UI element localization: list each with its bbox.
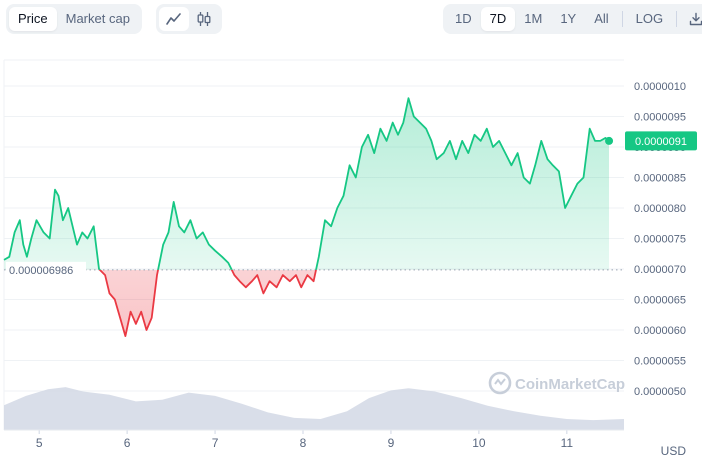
log-scale-button[interactable]: LOG (635, 11, 664, 26)
price-tab[interactable]: Price (9, 7, 57, 31)
x-tick-label: 10 (472, 436, 486, 450)
range-toolbar: 1D 7D 1M 1Y All LOG (443, 4, 702, 34)
current-price-tag-bg (625, 131, 697, 151)
range-1y-button[interactable]: 1Y (560, 11, 577, 26)
range-1d-button[interactable]: 1D (455, 11, 472, 26)
x-tick-label: 7 (212, 436, 219, 450)
price-line-up (3, 97, 610, 270)
current-price-tag: 0.0000091 (625, 131, 697, 151)
y-tick-label: 0.0000055 (634, 356, 686, 368)
y-tick-label: 0.0000080 (634, 203, 686, 215)
range-all-button[interactable]: All (594, 11, 609, 26)
y-axis: 0.0000050 0.0000055 0.0000060 0.0000065 0.00… (634, 81, 686, 398)
x-axis: 5 6 7 8 9 10 11 (4, 429, 624, 450)
current-price-dot (605, 136, 614, 145)
y-tick-label: 0.0000010 (634, 81, 686, 93)
range-1m-button[interactable]: 1M (524, 11, 543, 26)
y-tick-label: 0.0000095 (634, 112, 686, 124)
volume-area (4, 387, 624, 430)
baseline-label: 0.000006986 (9, 265, 73, 277)
current-price-label: 0.0000091 (635, 136, 687, 148)
y-tick-label: 0.0000075 (634, 234, 686, 246)
baseline-label-bg (6, 261, 86, 277)
chart-type-toggle (156, 4, 222, 34)
y-tick-label: 0.0000070 (634, 264, 686, 276)
price-area-up (4, 98, 609, 270)
line-chart-icon[interactable] (159, 7, 189, 31)
y-tick-label: 0.0000085 (634, 173, 686, 185)
toolbar-divider (621, 11, 623, 27)
y-tick-label: 0.0000065 (634, 295, 686, 307)
y-tick-label: 0.0000060 (634, 325, 686, 337)
currency-label: USD (660, 444, 686, 458)
y-tick-label: 0.0000050 (634, 386, 686, 398)
metric-toggle: Price Market cap (6, 4, 142, 34)
x-tick-label: 8 (300, 436, 307, 450)
toolbar-divider (676, 11, 678, 27)
market-cap-tab[interactable]: Market cap (65, 11, 130, 26)
x-tick-label: 5 (36, 436, 43, 450)
candlestick-chart-icon[interactable] (189, 7, 219, 31)
watermark: CoinMarketCap (488, 371, 625, 395)
watermark-text: CoinMarketCap (515, 376, 625, 393)
x-tick-label: 11 (561, 436, 574, 450)
x-tick-label: 6 (124, 436, 131, 450)
x-tick-label: 9 (388, 436, 395, 450)
price-line-down (98, 269, 317, 337)
range-7d-button[interactable]: 7D (480, 7, 516, 31)
